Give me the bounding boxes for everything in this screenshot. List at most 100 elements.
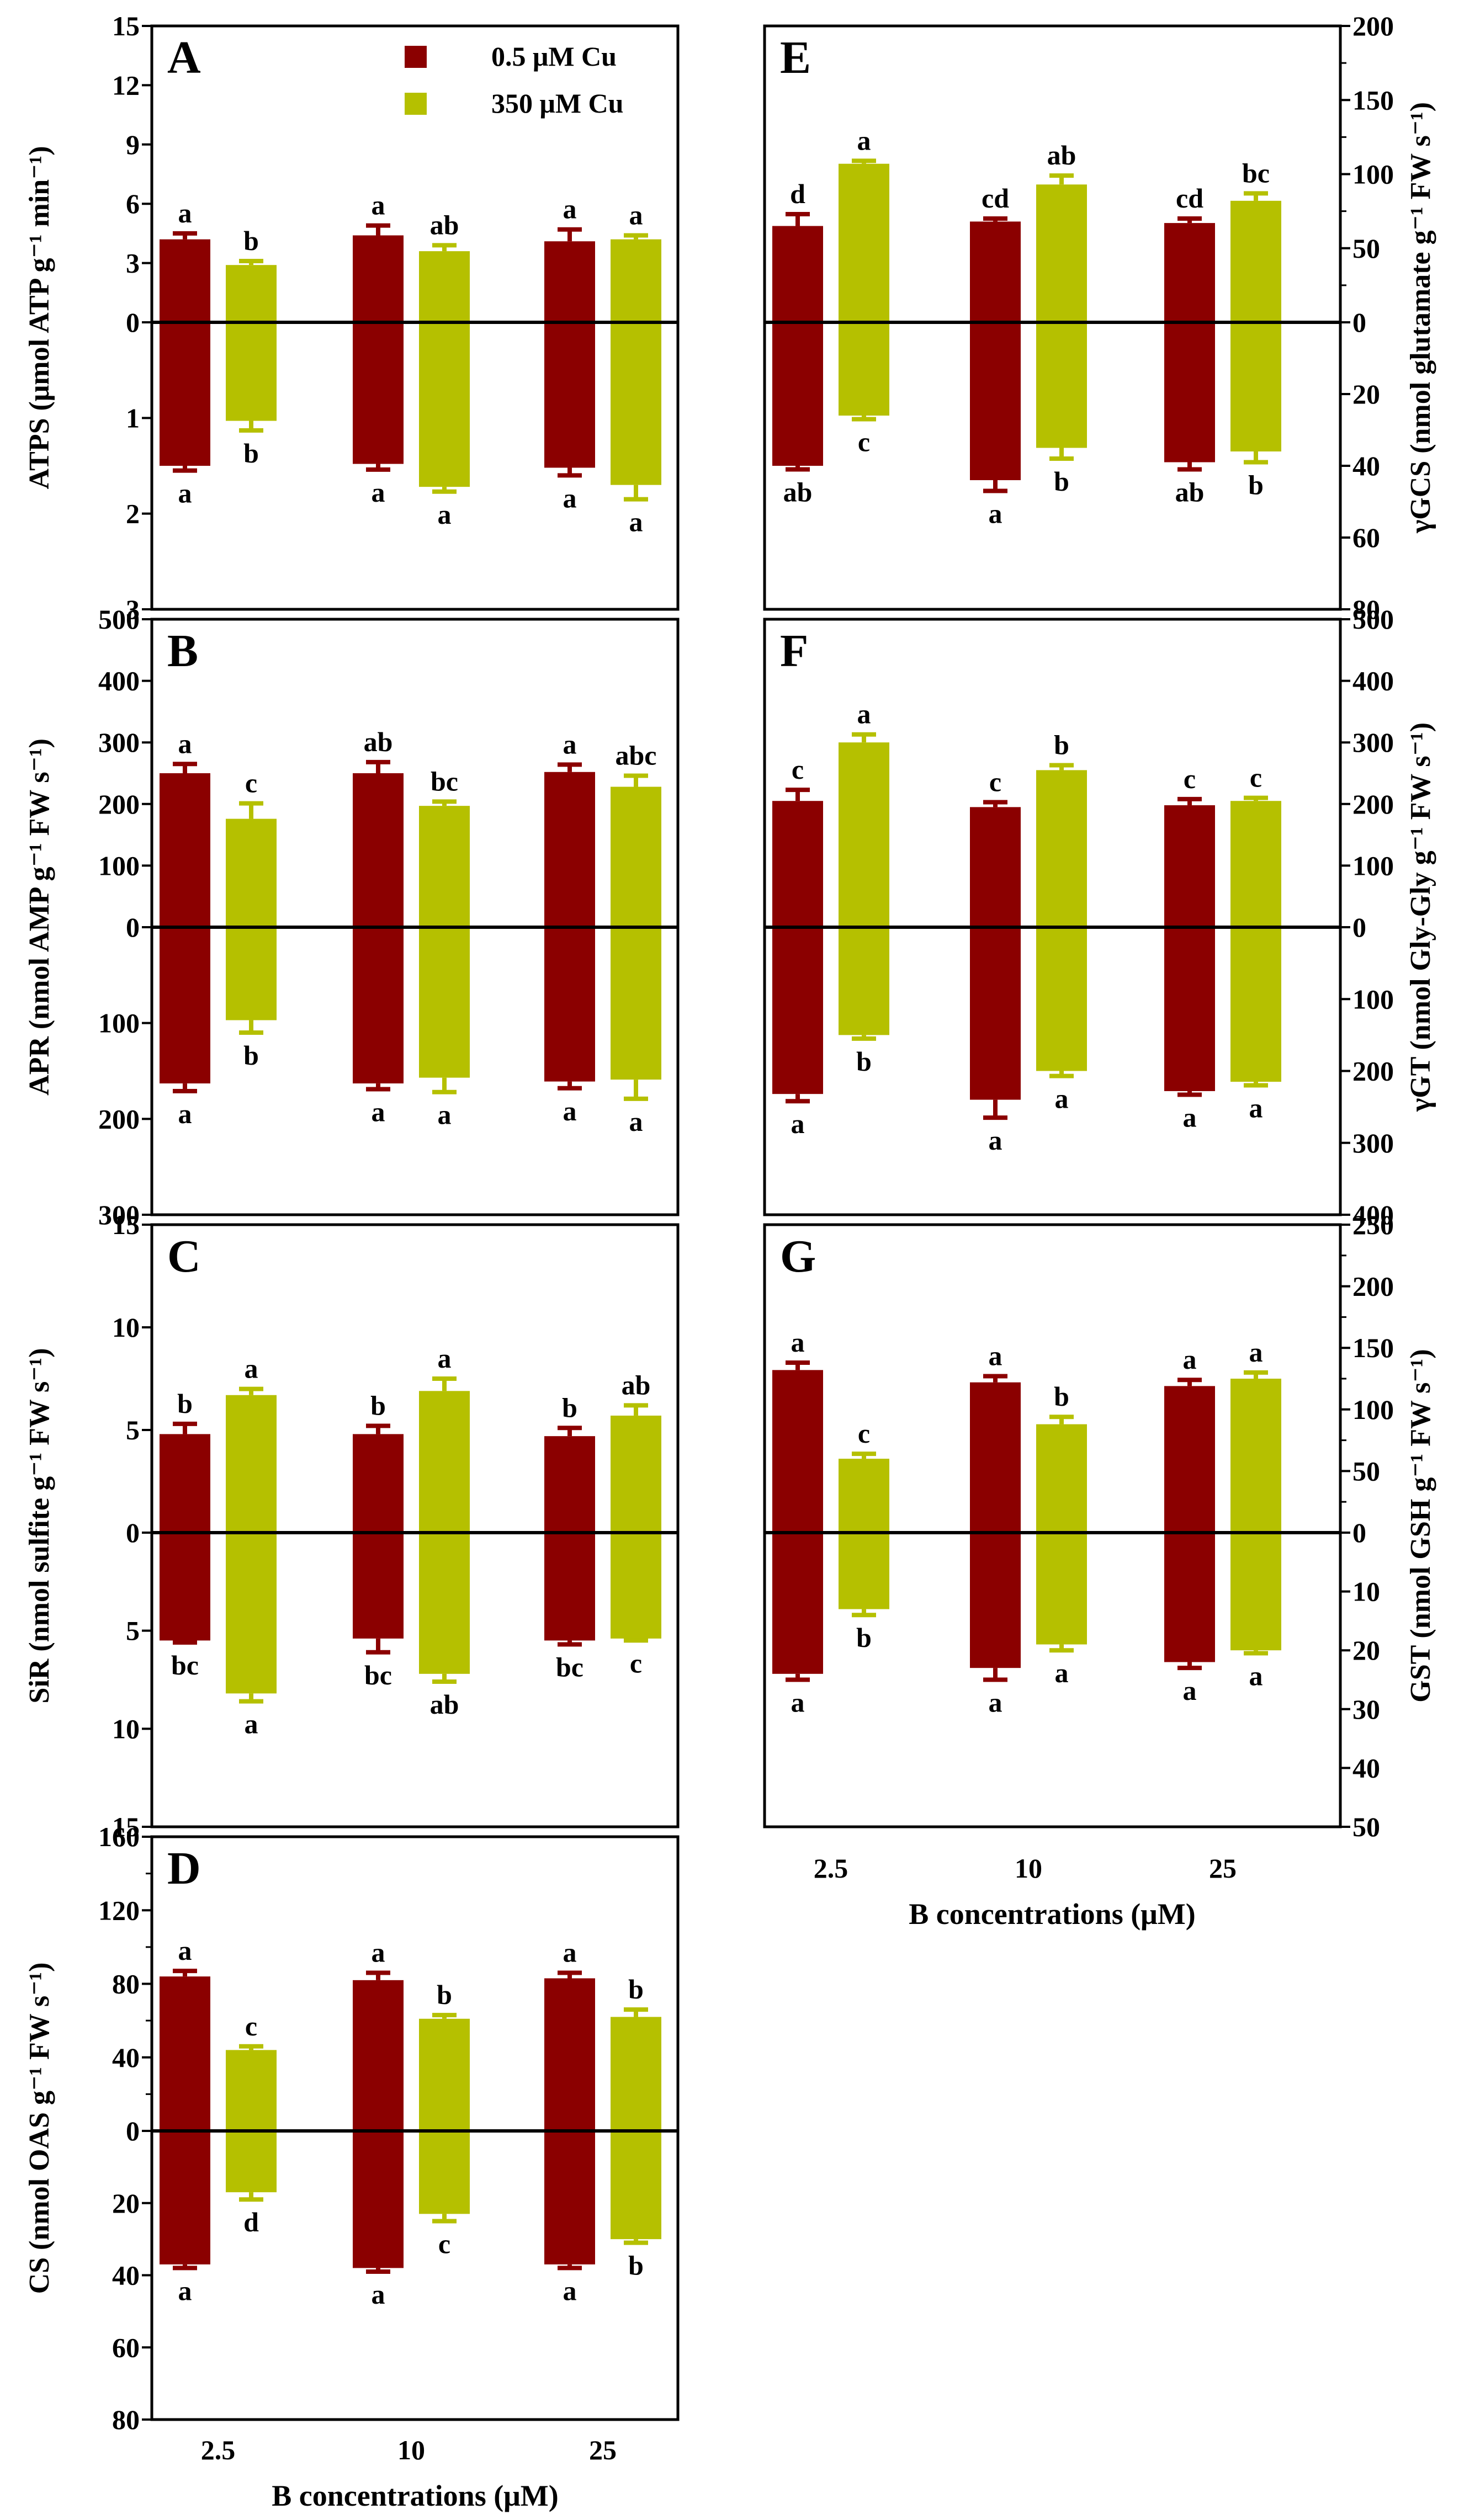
bar-upper-g-s0-c2 [1164,1386,1215,1533]
bar-lower-a-s0-c0 [160,322,210,466]
bar-lower-d-s0-c2 [544,2131,595,2264]
bar-lower-d-s1-c1 [419,2131,470,2214]
tick-label-upper-b-300: 300 [98,727,140,758]
sig-letter-lower-e-s1-c0: c [858,427,870,458]
bar-lower-e-s1-c2 [1230,322,1281,451]
sig-letter-lower-b-s1-c1: a [438,1099,452,1130]
tick-label-upper-g-250: 250 [1352,1209,1394,1240]
sig-letter-lower-g-s0-c2: a [1183,1675,1197,1706]
panel-d: a a c d a a b c a a b b 0 40 80 120 160 20 40 60 80 D CS (nmol… [24,1821,680,2435]
bar-lower-f-s0-c1 [970,927,1021,1100]
sig-letter-upper-d-s0-c1: a [372,1937,385,1968]
sig-letter-upper-a-s1-c2: a [629,199,643,230]
bar-upper-g-s0-c1 [970,1382,1021,1533]
tick-label-upper-f-400: 400 [1352,666,1394,697]
bar-lower-b-s1-c0 [226,927,277,1020]
tick-label-lower-g-30: 30 [1352,1694,1380,1725]
sig-letter-lower-a-s0-c1: a [372,477,385,508]
sig-letter-upper-e-s0-c1: cd [982,183,1009,214]
panel-letter-c: C [167,1231,201,1282]
sig-letter-upper-f-s1-c2: c [1250,762,1262,793]
sig-letter-lower-f-s1-c1: a [1055,1083,1069,1114]
sig-letter-lower-f-s0-c1: a [989,1125,1002,1156]
sig-letter-lower-c-s0-c1: bc [364,1660,392,1690]
bar-upper-g-s1-c1 [1036,1424,1087,1533]
tick-label-upper-e-200: 200 [1352,10,1394,41]
tick-label-upper-b-500: 500 [98,604,140,635]
sig-letter-lower-b-s0-c0: a [178,1098,192,1129]
bar-upper-a-s1-c0 [226,265,277,322]
sig-letter-lower-a-s1-c2: a [629,507,643,538]
sig-letter-upper-g-s0-c0: a [791,1327,805,1358]
bar-upper-d-s0-c0 [160,1976,210,2131]
tick-label-lower-e-60: 60 [1352,522,1380,553]
bar-upper-b-s1-c0 [226,818,277,927]
sig-letter-lower-f-s1-c2: a [1249,1093,1263,1124]
bar-upper-f-s1-c0 [839,742,889,927]
bar-upper-b-s0-c1 [353,773,404,927]
panel-letter-d: D [167,1843,201,1894]
sig-letter-upper-a-s0-c1: a [372,190,385,221]
tick-label-upper-e-100: 100 [1352,159,1394,190]
bar-upper-c-s1-c0 [226,1395,277,1533]
tick-label-lower-c-15: 15 [112,1811,140,1842]
sig-letter-upper-b-s1-c1: bc [431,765,458,796]
tick-label-upper-a-0: 0 [126,307,140,338]
sig-letter-lower-e-s0-c0: ab [783,477,813,508]
tick-label-lower-b-300: 300 [98,1199,140,1230]
tick-label-upper-f-300: 300 [1352,727,1394,758]
sig-letter-upper-f-s0-c1: c [989,766,1001,797]
sig-letter-lower-g-s0-c1: a [989,1687,1002,1718]
tick-label-lower-d-20: 20 [112,2188,140,2219]
bar-lower-g-s0-c1 [970,1533,1021,1668]
bar-lower-f-s0-c0 [772,927,823,1094]
tick-label-lower-a-2: 2 [126,498,140,529]
bar-upper-d-s0-c1 [353,1980,404,2131]
tick-label-lower-f-400: 400 [1352,1199,1394,1230]
sig-letter-lower-g-s1-c1: a [1055,1657,1069,1688]
y-axis-label-b: APR (nmol AMP g⁻¹ FW s⁻¹) [24,738,55,1096]
tick-label-lower-e-40: 40 [1352,450,1380,481]
sig-letter-upper-c-s1-c2: ab [622,1369,651,1400]
tick-label-upper-g-50: 50 [1352,1455,1380,1486]
tick-label-lower-d-60: 60 [112,2332,140,2363]
sig-letter-lower-d-s0-c1: a [372,2279,385,2310]
x-tick-label-left-2: 25 [589,2434,617,2465]
tick-label-upper-c-5: 5 [126,1415,140,1445]
bar-lower-e-s1-c1 [1036,322,1087,448]
sig-letter-lower-e-s0-c1: a [989,498,1002,529]
sig-letter-lower-f-s0-c0: a [791,1108,805,1139]
sig-letter-upper-a-s0-c0: a [178,198,192,228]
frame-f [763,618,1342,1216]
sig-letter-upper-f-s1-c0: a [857,699,871,730]
bar-lower-e-s0-c0 [772,322,823,466]
tick-label-upper-d-120: 120 [98,1895,140,1926]
tick-label-upper-f-500: 500 [1352,604,1394,635]
sig-letter-upper-g-s1-c1: b [1054,1381,1069,1412]
bar-upper-a-s1-c2 [611,239,661,322]
sig-letter-upper-e-s0-c2: cd [1176,183,1203,214]
tick-label-upper-d-80: 80 [112,1969,140,2000]
bar-upper-d-s0-c2 [544,1978,595,2131]
bar-lower-g-s0-c2 [1164,1533,1215,1662]
x-tick-label-right-0: 2.5 [814,1853,848,1884]
bar-lower-d-s1-c0 [226,2131,277,2193]
sig-letter-upper-d-s1-c2: b [628,1974,644,2005]
bar-lower-g-s1-c2 [1230,1533,1281,1651]
panel-b: aacbababcaaaabca010020030040050010020030… [24,604,680,1230]
sig-letter-upper-a-s1-c0: b [243,225,259,256]
sig-letter-lower-c-s1-c2: c [630,1647,642,1678]
bar-upper-f-s0-c2 [1164,805,1215,927]
tick-label-upper-b-0: 0 [126,912,140,943]
sig-letter-upper-c-s0-c2: b [562,1392,577,1423]
bar-lower-f-s1-c2 [1230,927,1281,1082]
bar-lower-f-s1-c1 [1036,927,1087,1071]
tick-label-upper-g-100: 100 [1352,1394,1394,1425]
sig-letter-upper-c-s0-c0: b [177,1388,193,1419]
bar-upper-a-s1-c1 [419,251,470,322]
sig-letter-lower-g-s0-c0: a [791,1687,805,1718]
sig-letter-lower-d-s1-c0: d [243,2207,259,2237]
sig-letter-lower-b-s1-c0: b [243,1040,259,1071]
bar-upper-f-s1-c1 [1036,770,1087,927]
bar-lower-b-s0-c0 [160,927,210,1084]
